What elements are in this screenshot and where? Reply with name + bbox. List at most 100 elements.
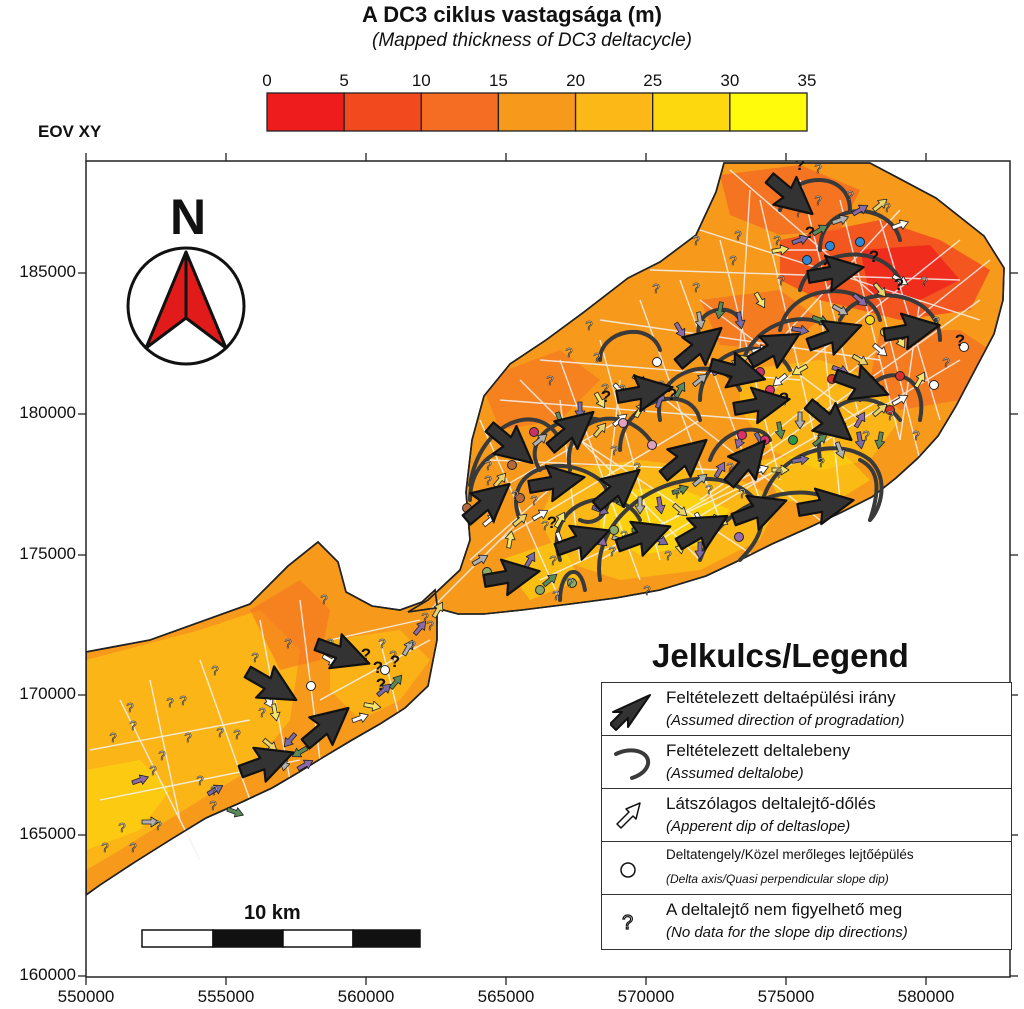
legend-label: Deltatengely/Közel merőleges lejtőépülés (666, 847, 914, 862)
svg-text:?: ? (320, 592, 327, 607)
svg-text:?: ? (158, 748, 165, 763)
legend-sublabel: (Assumed direction of progradation) (666, 712, 905, 729)
svg-text:?: ? (390, 652, 400, 671)
legend-item-delta-axis: Deltatengely/Közel merőleges lejtőépülés… (602, 842, 1011, 895)
svg-text:?: ? (777, 273, 784, 288)
legend-sublabel: (No data for the slope dip directions) (666, 924, 908, 941)
x-tick-label: 580000 (897, 987, 955, 1006)
svg-text:?: ? (184, 730, 191, 745)
deltalobe-curve-icon (614, 748, 651, 780)
svg-text:?: ? (805, 223, 815, 242)
svg-text:?: ? (376, 675, 386, 694)
svg-text:?: ? (426, 618, 433, 633)
svg-text:?: ? (408, 638, 415, 653)
svg-text:?: ? (652, 281, 659, 296)
colorbar-segment (420, 92, 500, 132)
svg-text:?: ? (610, 443, 617, 458)
svg-text:?: ? (773, 233, 780, 248)
svg-text:?: ? (667, 385, 677, 404)
legend-item-progradation: Feltételezett deltaépülési irány (Assume… (602, 683, 1011, 736)
svg-text:?: ? (794, 205, 801, 220)
svg-text:?: ? (894, 275, 904, 294)
svg-text:?: ? (664, 548, 671, 563)
svg-text:?: ? (912, 428, 919, 443)
svg-text:?: ? (154, 818, 161, 833)
svg-text:?: ? (633, 460, 640, 475)
svg-text:?: ? (389, 648, 396, 663)
question-mark-icon: ? (621, 911, 633, 934)
svg-text:?: ? (211, 663, 218, 678)
svg-text:?: ? (955, 331, 965, 350)
svg-text:?: ? (546, 373, 553, 388)
coordinate-system-label: EOV XY (38, 122, 102, 141)
svg-text:?: ? (729, 253, 736, 268)
svg-text:?: ? (196, 773, 203, 788)
svg-text:?: ? (484, 458, 491, 473)
svg-text:?: ? (942, 355, 949, 370)
colorbar-tick-label: 10 (412, 71, 431, 90)
svg-text:?: ? (541, 518, 548, 533)
svg-text:?: ? (620, 528, 627, 543)
scale-bar (141, 929, 421, 948)
svg-text:?: ? (692, 280, 699, 295)
svg-text:?: ? (734, 228, 741, 243)
y-tick-label: 165000 (19, 824, 76, 843)
legend-sublabel: (Delta axis/Quasi perpendicular slope di… (666, 872, 889, 886)
svg-text:?: ? (530, 493, 537, 508)
svg-text:?: ? (862, 428, 869, 443)
slope-dip-arrow-icon (616, 802, 641, 829)
x-tick-label: 565000 (477, 987, 535, 1006)
svg-text:?: ? (932, 314, 939, 329)
svg-text:?: ? (817, 455, 824, 470)
svg-text:?: ? (484, 473, 491, 488)
north-arrow-icon (126, 246, 246, 366)
svg-text:?: ? (109, 730, 116, 745)
svg-text:?: ? (118, 820, 125, 835)
svg-text:?: ? (673, 486, 680, 501)
legend-sublabel: (Apperent dip of deltaslope) (666, 818, 851, 835)
legend-label: Látszólagos deltalejtő-dőlés (666, 794, 876, 813)
svg-text:?: ? (601, 387, 611, 406)
svg-text:?: ? (552, 588, 559, 603)
colorbar-tick-label: 5 (339, 71, 348, 90)
map-frame (85, 160, 1011, 978)
svg-text:?: ? (179, 693, 186, 708)
svg-text:?: ? (565, 345, 572, 360)
svg-text:?: ? (775, 466, 782, 481)
progradation-arrows (237, 172, 941, 783)
legend-item-deltalobe: Feltételezett deltalebeny (Assumed delta… (602, 736, 1011, 789)
svg-text:?: ? (511, 488, 518, 503)
map-subtitle: (Mapped thickness of DC3 deltacycle) (372, 30, 692, 51)
svg-text:?: ? (566, 575, 573, 590)
legend: Feltételezett deltaépülési irány (Assume… (601, 682, 1012, 950)
svg-text:?: ? (692, 233, 699, 248)
svg-text:?: ? (869, 247, 879, 266)
north-label: N (170, 189, 207, 245)
y-tick-label: 160000 (19, 965, 76, 984)
svg-text:?: ? (593, 350, 600, 365)
y-tick-label: 175000 (19, 544, 76, 563)
x-tick-label: 555000 (197, 987, 255, 1006)
axis-ticks (78, 153, 1018, 985)
colorbar-tick-label: 15 (489, 71, 508, 90)
colorbar-tick-label: 30 (720, 71, 739, 90)
legend-item-slope-dip: Látszólagos deltalejtő-dőlés (Apperent d… (602, 789, 1011, 842)
svg-text:?: ? (251, 650, 258, 665)
colorbar-segment (497, 92, 577, 132)
svg-text:?: ? (883, 200, 890, 215)
colorbar-segment (652, 92, 731, 132)
x-tick-label: 570000 (617, 987, 675, 1006)
svg-text:?: ? (421, 610, 428, 625)
svg-text:?: ? (726, 460, 733, 475)
svg-text:?: ? (886, 408, 893, 423)
delta-axis-circles (306, 237, 969, 691)
y-tick-label: 180000 (19, 403, 76, 422)
svg-text:?: ? (601, 381, 608, 396)
svg-text:?: ? (129, 718, 136, 733)
svg-text:?: ? (149, 763, 156, 778)
svg-text:?: ? (166, 695, 173, 710)
svg-text:?: ? (378, 636, 385, 651)
y-tick-label: 170000 (19, 684, 76, 703)
svg-text:?: ? (846, 188, 853, 203)
x-tick-label: 575000 (757, 987, 815, 1006)
